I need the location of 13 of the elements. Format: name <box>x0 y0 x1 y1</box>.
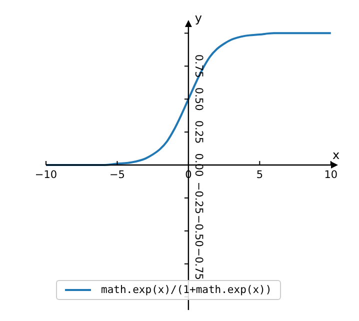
x-axis-title: x <box>332 148 340 162</box>
x-tick-label: −5 <box>109 169 125 181</box>
y-tick-label: −0.50 <box>192 214 204 248</box>
x-tick-label: 5 <box>256 169 263 181</box>
x-tick-label: 10 <box>324 169 338 181</box>
y-tick-label: −0.75 <box>192 248 204 280</box>
legend-label: math.exp(x)/(1+math.exp(x)) <box>101 284 272 296</box>
y-tick-label: −0.25 <box>192 182 204 214</box>
y-axis-title: y <box>194 11 202 25</box>
y-tick-label: 0.50 <box>192 87 204 111</box>
y-tick-label: 0.25 <box>192 120 204 144</box>
x-tick-label: −10 <box>34 169 58 181</box>
y-tick-label: 0.75 <box>192 54 204 78</box>
